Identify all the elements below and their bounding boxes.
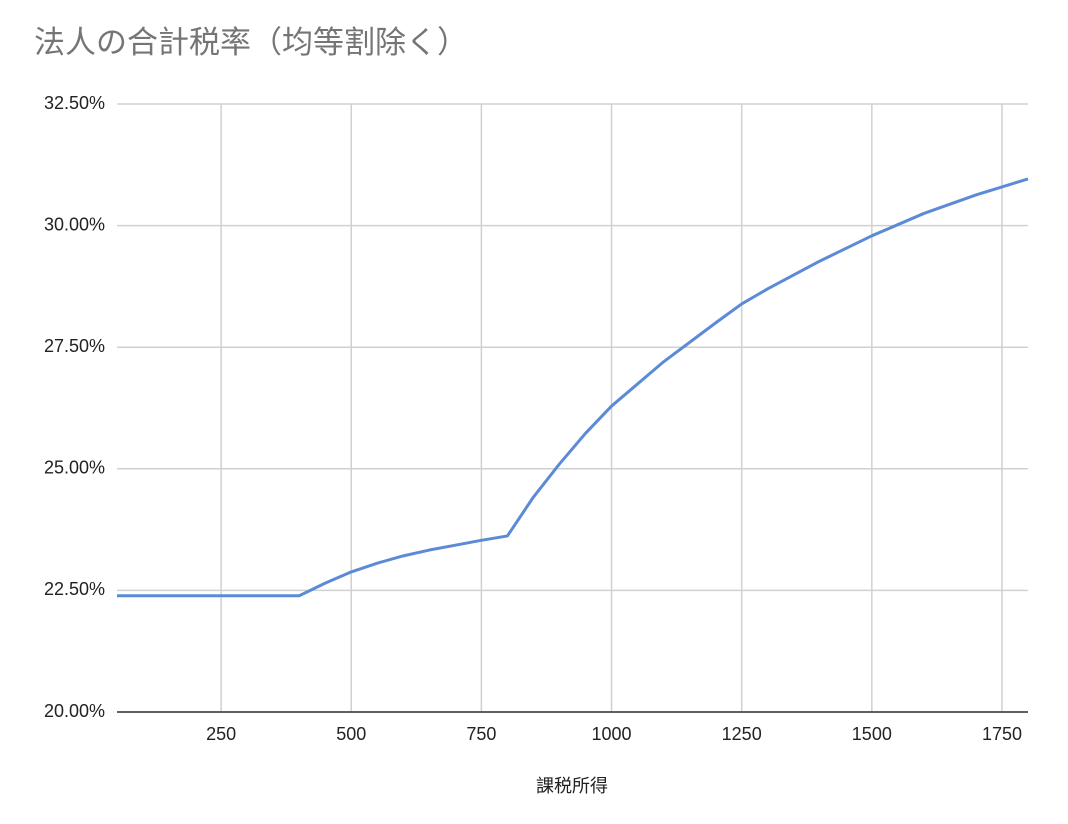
y-tick-label: 32.50% [44,93,105,113]
x-tick-label: 1750 [982,724,1022,744]
y-tick-label: 27.50% [44,336,105,356]
y-tick-label: 25.00% [44,458,105,478]
x-tick-label: 1500 [852,724,892,744]
y-tick-label: 20.00% [44,701,105,721]
y-tick-label: 22.50% [44,579,105,599]
x-tick-label: 750 [466,724,496,744]
x-tick-label: 1250 [722,724,762,744]
y-tick-label: 30.00% [44,214,105,234]
x-tick-label: 500 [336,724,366,744]
x-tick-label: 250 [206,724,236,744]
line-series [117,177,1029,598]
x-tick-label: 1000 [592,724,632,744]
chart-title: 法人の合計税率（均等割除く） [34,25,468,60]
x-axis-label: 課税所得 [536,776,608,796]
